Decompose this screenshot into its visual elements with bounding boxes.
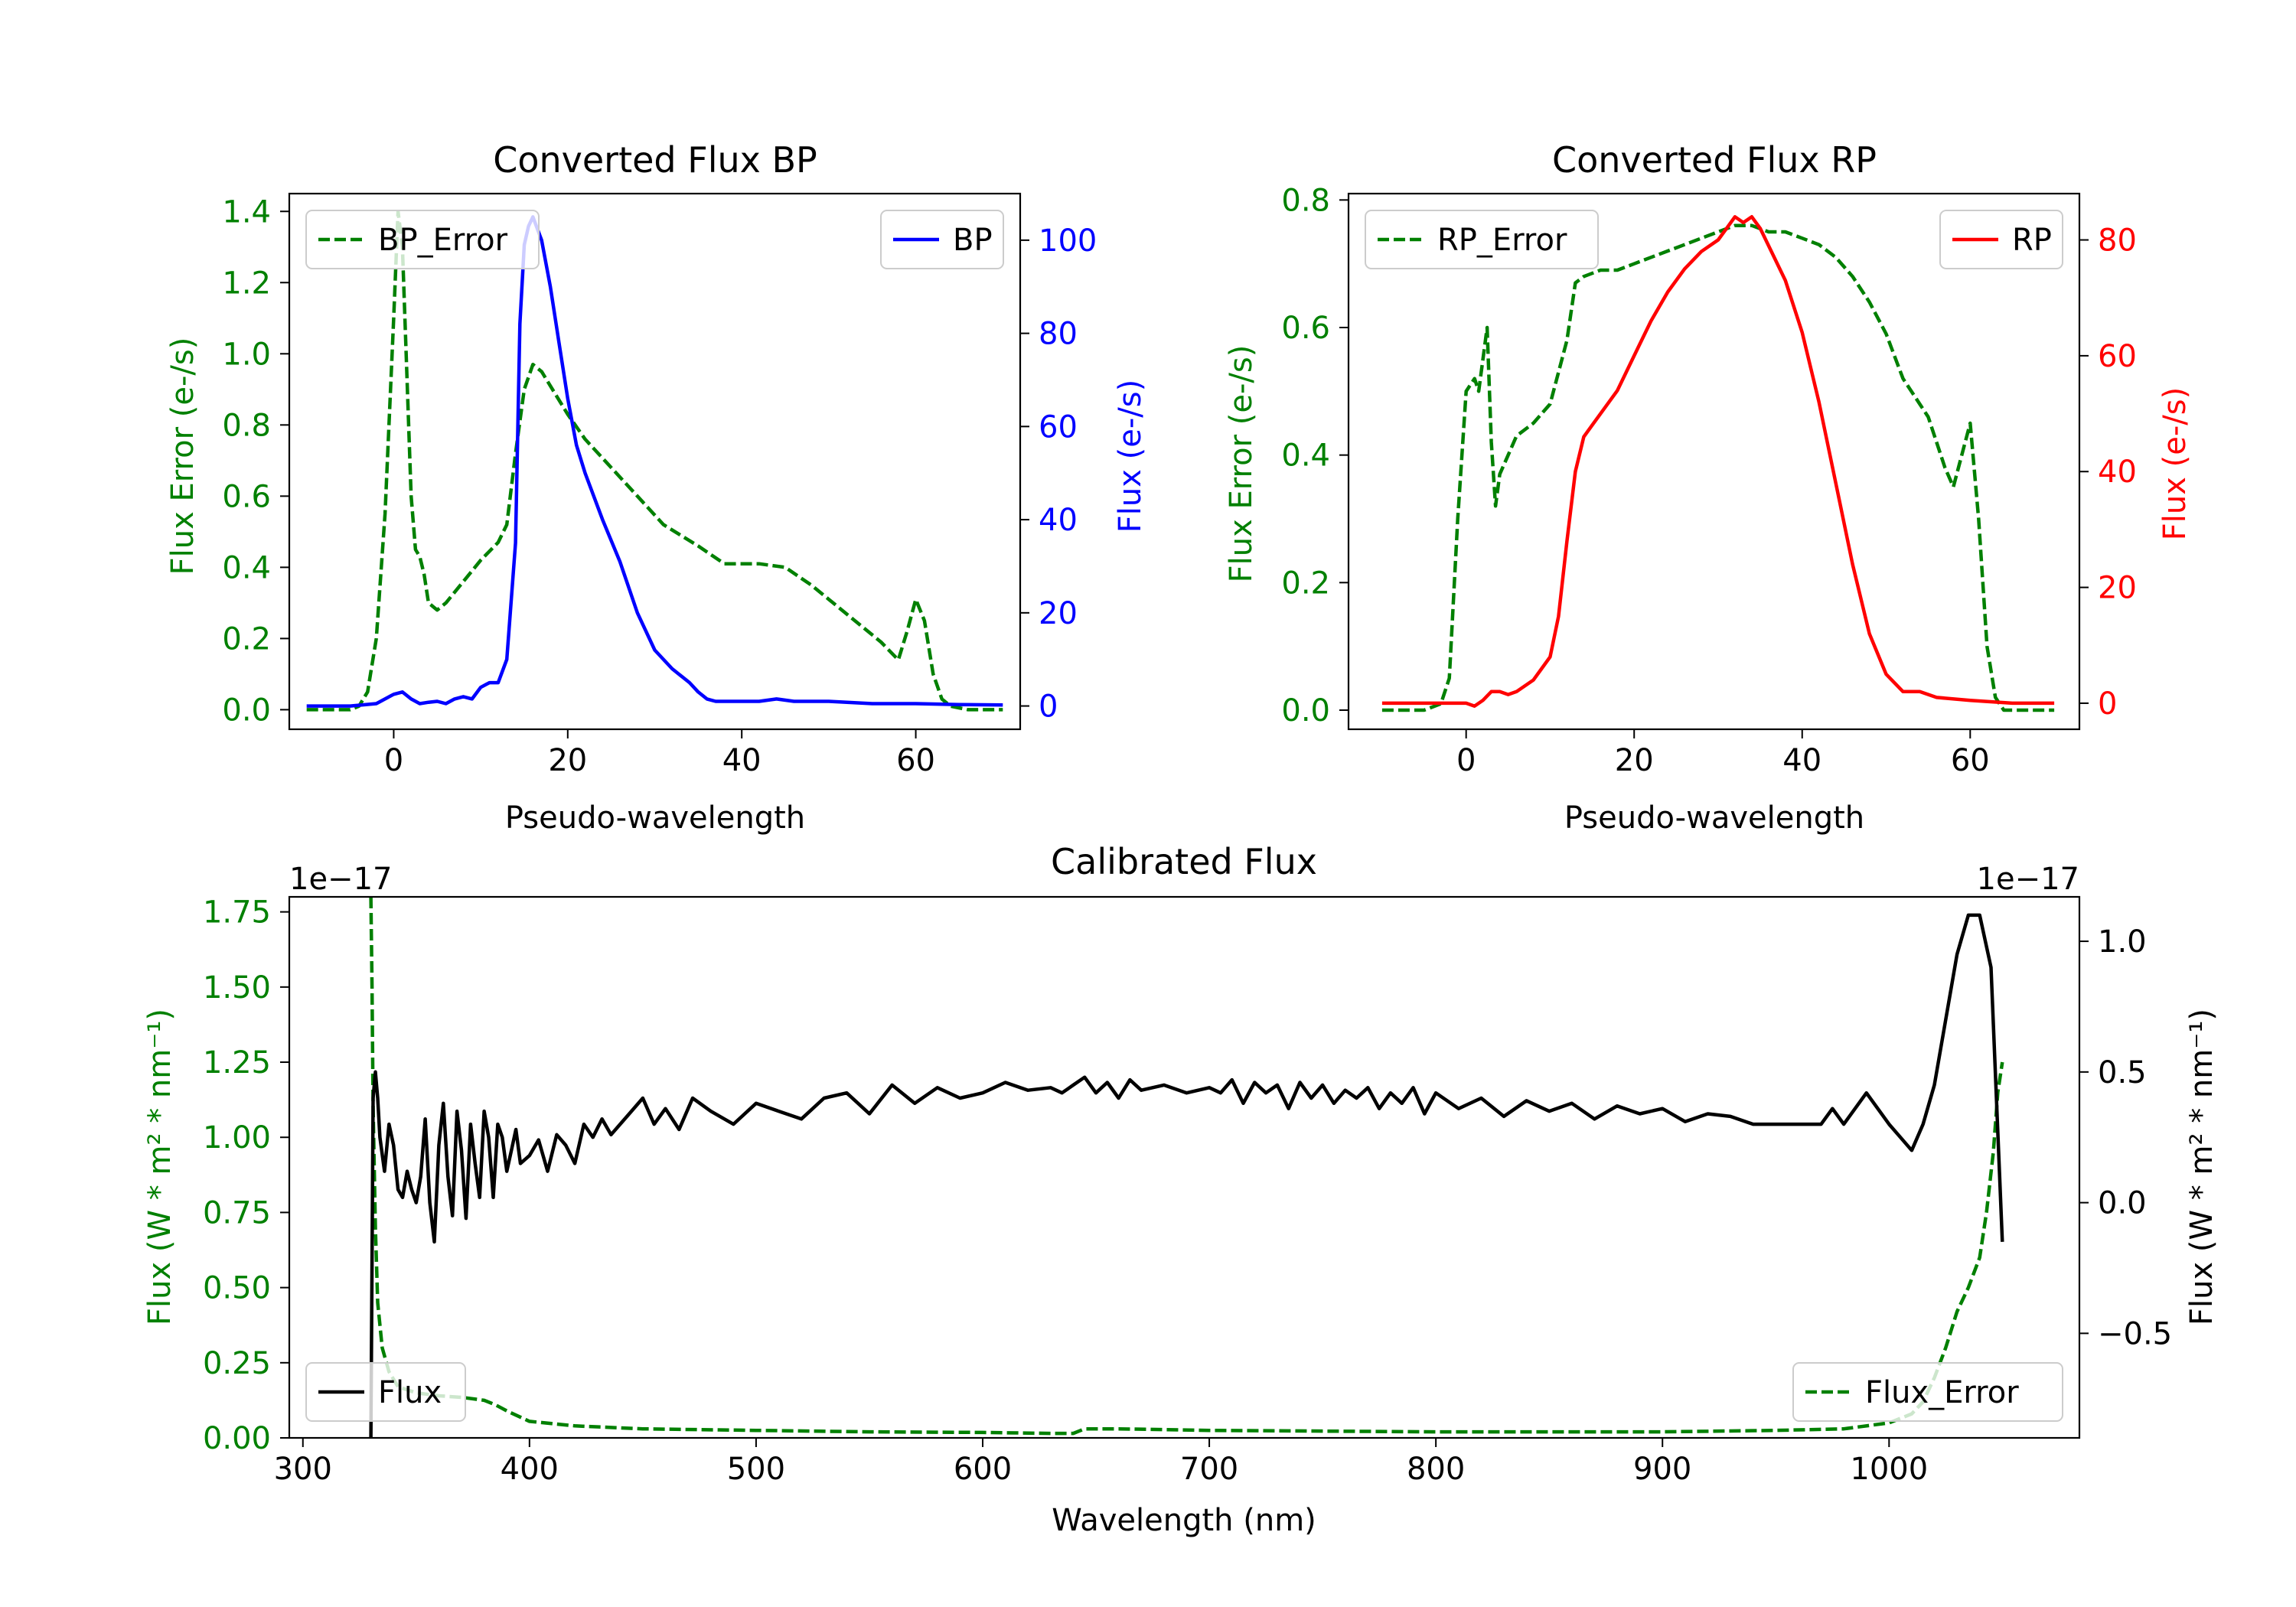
- bp-right-y-tick-label: 80: [1039, 317, 1078, 352]
- rp-x-tick-label: 0: [1456, 743, 1476, 778]
- bp-right-y-tick-label: 60: [1039, 409, 1078, 445]
- bp-chart-panel: Converted Flux BP Pseudo-wavelength Flux…: [165, 139, 1148, 836]
- cal-left-y-tick-label: 1.50: [203, 970, 271, 1006]
- calibrated-axes-frame: [288, 895, 2081, 1439]
- bp-right-y-tick-label: 0: [1039, 689, 1058, 725]
- rp-left-y-tick-label: 0.6: [1281, 311, 1330, 346]
- rp-x-axis-label: Pseudo-wavelength: [1564, 800, 1864, 836]
- bp-x-tick-label: 0: [384, 743, 403, 778]
- bp-right-axis-label: Flux (e-/s): [1113, 380, 1148, 533]
- cal-legend-label: Flux_Error: [1865, 1375, 2019, 1410]
- rp-left-y-tick-label: 0.2: [1281, 566, 1330, 601]
- bp-chart-title: Converted Flux BP: [493, 139, 817, 181]
- calibrated-chart-title: Calibrated Flux: [1051, 841, 1317, 882]
- rp-right-y-tick-label: 40: [2098, 455, 2137, 490]
- calibrated-left-axis-label: Flux (W * m² * nm⁻¹): [142, 1009, 178, 1325]
- rp-x-tick-label: 60: [1951, 743, 1990, 778]
- cal-x-tick-label: 900: [1633, 1452, 1691, 1487]
- cal-x-tick-label: 400: [501, 1452, 559, 1487]
- bp-legend-secondary: BP: [880, 210, 1004, 269]
- bp-left-y-tick-label: 1.2: [222, 266, 271, 301]
- calibrated-left-offset-text: 1e−17: [289, 862, 392, 897]
- cal-left-y-tick-label: 1.75: [203, 895, 271, 931]
- cal-legend-box: [1792, 1362, 2063, 1422]
- rp-right-y-tick-label: 0: [2098, 686, 2117, 722]
- bp-legend-label: BP: [953, 223, 993, 258]
- rp-axes-frame: [1347, 192, 2081, 731]
- cal-left-y-tick-label: 0.25: [203, 1346, 271, 1381]
- cal-series-flux-line: [369, 913, 2004, 1439]
- bp-legend-box: [880, 210, 1004, 269]
- cal-x-tick-label: 600: [954, 1452, 1012, 1487]
- bp-axes-frame: [288, 192, 1022, 731]
- cal-legend-secondary: Flux_Error: [1792, 1362, 2063, 1422]
- calibrated-right-axis-label: Flux (W * m² * nm⁻¹): [2184, 1009, 2219, 1325]
- rp-right-y-tick-label: 60: [2098, 339, 2137, 374]
- bp-right-y-tick-label: 20: [1039, 596, 1078, 631]
- cal-x-tick-label: 500: [727, 1452, 785, 1487]
- calibrated-x-axis-label: Wavelength (nm): [1052, 1503, 1316, 1538]
- rp-right-y-tick-label: 80: [2098, 223, 2137, 259]
- cal-legend-box: [305, 1362, 466, 1422]
- cal-x-tick-label: 800: [1407, 1452, 1465, 1487]
- cal-right-y-tick-label: 0.0: [2098, 1186, 2147, 1221]
- cal-legend-primary: Flux: [305, 1362, 466, 1422]
- bp-x-tick-label: 60: [896, 743, 935, 778]
- bp-left-axis-label: Flux Error (e-/s): [165, 337, 201, 575]
- bp-legend-box: [305, 210, 540, 269]
- bp-right-y-tick-label: 40: [1039, 503, 1078, 538]
- bp-left-y-tick-label: 1.4: [222, 194, 271, 230]
- cal-left-y-tick-label: 1.00: [203, 1120, 271, 1156]
- rp-series-rp-error-line: [1381, 223, 2055, 712]
- rp-right-y-tick-label: 20: [2098, 571, 2137, 606]
- cal-legend-label: Flux: [378, 1375, 442, 1410]
- rp-right-axis-label: Flux (e-/s): [2157, 387, 2193, 540]
- rp-chart-title: Converted Flux RP: [1552, 139, 1877, 181]
- rp-x-tick-label: 20: [1615, 743, 1654, 778]
- bp-x-tick-label: 40: [722, 743, 762, 778]
- bp-series-bp-error-line: [306, 210, 1003, 712]
- bp-x-tick-label: 20: [548, 743, 587, 778]
- bp-series-bp-line: [306, 215, 1003, 708]
- cal-left-y-tick-label: 1.25: [203, 1045, 271, 1081]
- rp-chart-panel: Converted Flux RP Pseudo-wavelength Flux…: [1224, 139, 2193, 836]
- rp-legend-box: [1365, 210, 1599, 269]
- rp-x-tick-label: 40: [1782, 743, 1821, 778]
- bp-right-y-tick-label: 100: [1039, 223, 1097, 259]
- bp-left-y-tick-label: 1.0: [222, 337, 271, 372]
- rp-series-rp-line: [1381, 215, 2055, 708]
- cal-left-y-tick-label: 0.00: [203, 1421, 271, 1456]
- cal-left-y-tick-label: 0.75: [203, 1195, 271, 1231]
- cal-right-y-tick-label: −0.5: [2098, 1316, 2172, 1351]
- rp-legend-label: RP_Error: [1437, 223, 1567, 258]
- bp-left-y-tick-label: 0.8: [222, 408, 271, 443]
- bp-legend-primary: BP_Error: [305, 210, 540, 269]
- bp-left-y-tick-label: 0.6: [222, 479, 271, 514]
- bp-left-y-tick-label: 0.4: [222, 550, 271, 585]
- bp-left-y-tick-label: 0.2: [222, 621, 271, 657]
- rp-left-axis-label: Flux Error (e-/s): [1224, 345, 1259, 583]
- cal-x-tick-label: 700: [1180, 1452, 1238, 1487]
- cal-x-tick-label: 1000: [1850, 1452, 1928, 1487]
- cal-right-y-tick-label: 1.0: [2098, 924, 2147, 960]
- cal-left-y-tick-label: 0.50: [203, 1271, 271, 1306]
- rp-left-y-tick-label: 0.0: [1281, 693, 1330, 729]
- rp-legend-primary: RP_Error: [1365, 210, 1599, 269]
- rp-legend-label: RP: [2012, 223, 2052, 258]
- rp-legend-box: [1939, 210, 2063, 269]
- bp-x-axis-label: Pseudo-wavelength: [505, 800, 805, 836]
- calibrated-chart-panel: Calibrated Flux Wavelength (nm) 1e−17 1e…: [142, 841, 2219, 1538]
- rp-left-y-tick-label: 0.4: [1281, 438, 1330, 474]
- bp-legend-label: BP_Error: [378, 223, 508, 258]
- rp-legend-secondary: RP: [1939, 210, 2063, 269]
- cal-x-tick-label: 300: [274, 1452, 332, 1487]
- rp-left-y-tick-label: 0.8: [1281, 183, 1330, 218]
- bp-left-y-tick-label: 0.0: [222, 693, 271, 728]
- cal-right-y-tick-label: 0.5: [2098, 1055, 2147, 1090]
- calibrated-right-offset-text: 1e−17: [1977, 862, 2079, 897]
